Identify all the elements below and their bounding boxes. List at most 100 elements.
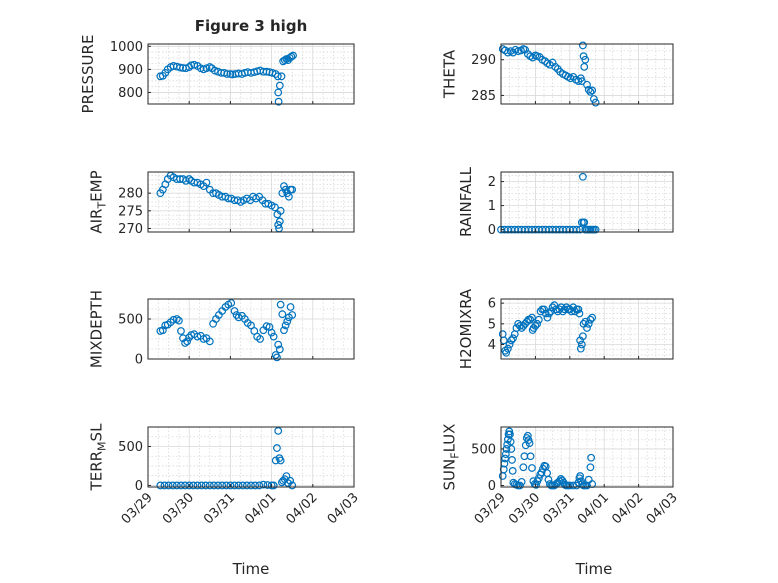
data-point bbox=[519, 463, 528, 472]
data-point bbox=[567, 307, 576, 316]
y-tick-label: 0 bbox=[135, 479, 143, 494]
data-point bbox=[526, 315, 535, 324]
data-point bbox=[227, 299, 236, 307]
data-point bbox=[193, 481, 202, 490]
y-tick-label: 0 bbox=[488, 479, 496, 494]
data-point bbox=[578, 41, 587, 50]
subplot-theta: 285 290 THETA bbox=[440, 41, 674, 107]
data-point bbox=[523, 431, 532, 440]
data-point bbox=[545, 309, 554, 318]
data-point bbox=[274, 88, 283, 97]
data-point bbox=[575, 309, 584, 318]
data-point bbox=[502, 348, 511, 357]
data-point bbox=[501, 450, 510, 458]
data-point bbox=[288, 185, 297, 194]
y-tick-label: 270 bbox=[118, 222, 143, 237]
y-tick-label: 0 bbox=[135, 353, 143, 368]
data-point bbox=[230, 307, 239, 315]
data-point bbox=[503, 344, 512, 353]
data-point bbox=[172, 315, 181, 323]
y-tick-label: 6 bbox=[488, 297, 496, 312]
data-point bbox=[210, 66, 219, 75]
data-point bbox=[288, 481, 297, 490]
data-point bbox=[278, 310, 287, 319]
y-tick-label: 290 bbox=[471, 53, 496, 68]
data-point bbox=[185, 481, 194, 490]
data-point bbox=[177, 327, 185, 335]
data-point bbox=[189, 481, 198, 490]
data-point bbox=[177, 481, 185, 490]
y-axis-label: SUNFLUX bbox=[440, 424, 461, 491]
data-point bbox=[267, 328, 276, 337]
data-point bbox=[581, 55, 590, 64]
data-point bbox=[286, 303, 295, 311]
data-point bbox=[280, 326, 288, 335]
y-tick-label: 900 bbox=[118, 63, 143, 78]
axes-box bbox=[147, 298, 355, 360]
data-point bbox=[218, 481, 227, 490]
y-tick-label: 285 bbox=[471, 89, 496, 104]
data-point bbox=[156, 481, 165, 490]
data-point bbox=[578, 332, 587, 341]
data-point bbox=[274, 426, 283, 435]
data-point bbox=[234, 481, 243, 490]
data-point bbox=[583, 324, 591, 332]
y-axis-label: MIXDEPTH bbox=[87, 290, 105, 368]
data-point bbox=[507, 445, 516, 453]
axes-box bbox=[500, 171, 674, 233]
y-tick-label: 800 bbox=[118, 86, 143, 101]
data-point bbox=[588, 86, 597, 95]
data-point bbox=[531, 321, 540, 330]
data-point bbox=[205, 481, 214, 490]
data-point bbox=[232, 311, 241, 319]
data-point bbox=[168, 481, 177, 490]
subplot-rainfall: 0 1 2 RAINFALL bbox=[457, 166, 674, 238]
data-point bbox=[584, 319, 593, 328]
data-point bbox=[525, 439, 534, 447]
data-point bbox=[551, 62, 560, 71]
data-point bbox=[591, 98, 600, 107]
subplot-air-temp: 270 275 280 AIRTEMP bbox=[87, 170, 355, 237]
data-point bbox=[282, 55, 291, 63]
y-axis-label: TERRMSL bbox=[87, 423, 108, 492]
data-point bbox=[283, 317, 292, 326]
data-point bbox=[251, 481, 260, 490]
data-point bbox=[259, 480, 268, 489]
data-point bbox=[172, 481, 181, 490]
y-tick-label: 1 bbox=[488, 199, 496, 214]
data-point bbox=[588, 313, 597, 322]
data-point bbox=[516, 481, 524, 490]
data-point bbox=[586, 315, 595, 324]
data-point bbox=[217, 68, 226, 77]
data-point bbox=[286, 476, 295, 485]
data-point bbox=[587, 453, 596, 462]
data-point bbox=[586, 463, 595, 472]
data-point bbox=[276, 300, 285, 309]
axes-box bbox=[147, 43, 355, 105]
data-point bbox=[589, 95, 598, 103]
data-point bbox=[576, 472, 585, 480]
data-point bbox=[282, 472, 291, 480]
data-point bbox=[506, 437, 515, 446]
axes-box bbox=[147, 426, 355, 488]
data-point bbox=[274, 340, 283, 349]
data-point bbox=[230, 481, 239, 490]
data-point bbox=[552, 305, 560, 314]
data-point bbox=[273, 353, 281, 362]
data-point bbox=[586, 87, 595, 96]
data-point bbox=[509, 334, 517, 343]
data-point bbox=[256, 335, 264, 343]
data-point bbox=[506, 430, 514, 439]
data-point bbox=[533, 319, 542, 328]
data-point bbox=[276, 456, 285, 465]
data-point bbox=[578, 172, 587, 181]
data-point bbox=[499, 465, 508, 474]
y-axis-label: THETA bbox=[440, 49, 458, 99]
y-tick-label: 275 bbox=[118, 204, 143, 219]
data-point bbox=[508, 456, 516, 464]
x-axis-label-right: Time bbox=[575, 560, 613, 578]
data-point bbox=[550, 301, 559, 310]
data-point bbox=[537, 468, 546, 477]
data-point bbox=[275, 81, 284, 90]
